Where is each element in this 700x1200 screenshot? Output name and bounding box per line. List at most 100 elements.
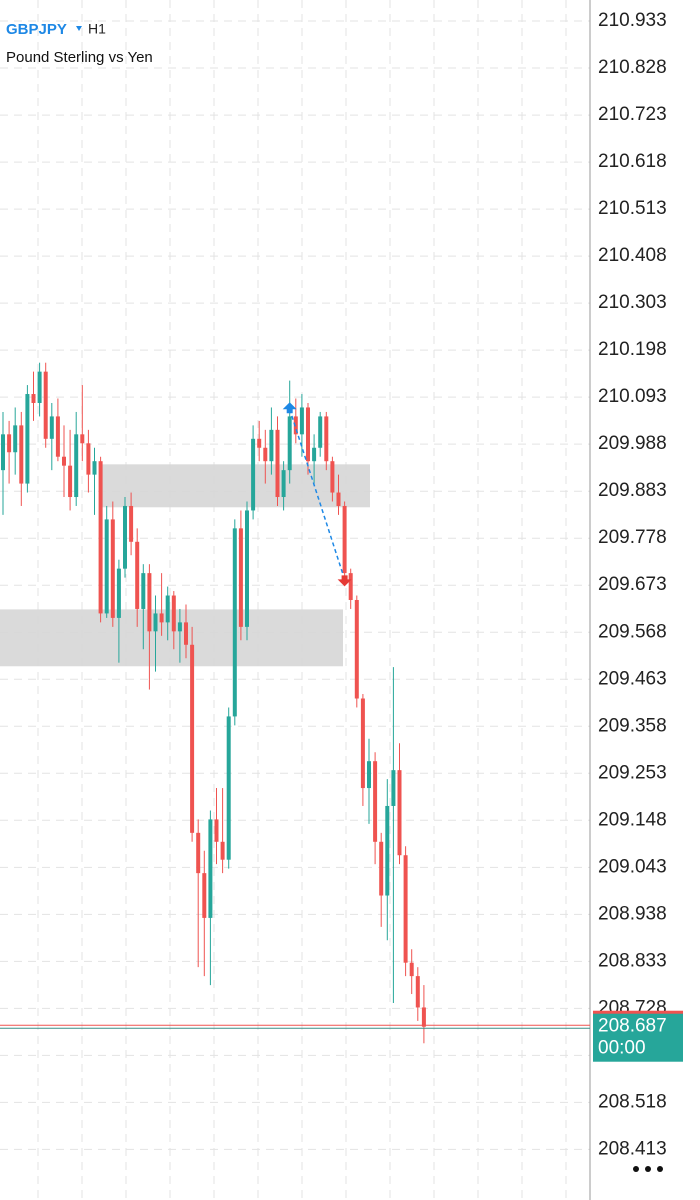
trade-line (288, 409, 346, 580)
y-tick-label: 210.618 (598, 151, 667, 172)
candle-body (80, 434, 85, 444)
candle-body (391, 770, 396, 806)
y-tick-label: 210.198 (598, 339, 667, 360)
dropdown-icon[interactable] (76, 26, 82, 31)
candle-body (409, 962, 414, 977)
candle-body (348, 573, 353, 600)
price-axis: 210.933 210.828 210.723 210.618 210.513 210.4… (598, 10, 667, 1159)
y-tick-label: 210.723 (598, 104, 667, 125)
price-label-top (593, 1010, 683, 1014)
candle-body (165, 595, 170, 623)
candle-body (153, 613, 158, 632)
y-tick-label: 208.518 (598, 1091, 667, 1112)
candle-body (251, 438, 256, 511)
y-tick-label: 209.463 (598, 668, 667, 689)
y-tick-label: 210.933 (598, 10, 667, 31)
y-tick-label: 209.358 (598, 715, 667, 736)
candle-body (318, 416, 323, 448)
candle-body (31, 394, 36, 403)
y-tick-label: 209.673 (598, 574, 667, 595)
y-tick-label: 210.513 (598, 198, 667, 219)
y-tick-label: 209.253 (598, 762, 667, 783)
exit-marker (337, 575, 352, 587)
candle-body (116, 568, 121, 618)
candle-body (232, 528, 237, 717)
grid (0, 0, 590, 1200)
more-menu[interactable] (633, 1166, 663, 1172)
dot (633, 1166, 639, 1172)
candle-body (312, 447, 317, 462)
candle-body (415, 976, 420, 1008)
zone (102, 464, 370, 508)
candles (1, 362, 426, 1044)
candle-body (354, 600, 359, 699)
candle-body (159, 613, 164, 623)
candle-body (367, 761, 371, 789)
candle-body (281, 470, 286, 498)
candle-body (1, 434, 5, 471)
y-tick-label: 209.988 (598, 433, 667, 454)
candle-body (226, 716, 231, 860)
candle-body (62, 456, 66, 466)
candle-body (360, 698, 365, 789)
candle-body (92, 461, 97, 475)
candle-body (37, 371, 42, 403)
y-tick-label: 209.778 (598, 527, 667, 548)
candle-body (397, 770, 402, 856)
y-tick-label: 210.828 (598, 57, 667, 78)
candle-body (129, 505, 134, 542)
candle-body (336, 492, 341, 506)
candle-body (214, 819, 219, 842)
y-tick-label: 208.938 (598, 903, 667, 924)
candle-body (177, 622, 182, 632)
subtitle: Pound Sterling vs Yen (6, 49, 153, 66)
candle-body (123, 505, 127, 569)
candle-body (257, 438, 262, 448)
candle-body (403, 855, 408, 963)
candle-body (13, 425, 18, 453)
zone (0, 609, 343, 667)
price-label: 208.687 (598, 1016, 667, 1037)
candle-body (269, 429, 274, 462)
symbol: GBPJPY (6, 21, 67, 38)
candle-body (202, 873, 207, 918)
candle-body (245, 510, 249, 627)
candle-body (43, 371, 48, 439)
zones (0, 464, 370, 667)
candle-body (385, 805, 390, 896)
candle-body (324, 416, 329, 462)
candle-body (238, 528, 243, 627)
candle-body (208, 819, 213, 918)
candle-body (196, 832, 201, 874)
candle-body (421, 1007, 426, 1027)
y-tick-label: 209.148 (598, 809, 667, 830)
candle-body (19, 425, 24, 484)
candle-body (110, 519, 115, 618)
price-label-bg (593, 1012, 683, 1062)
dot (645, 1166, 651, 1172)
candle-body (306, 407, 310, 462)
candle-body (86, 443, 91, 475)
candle-body (104, 519, 109, 614)
candle-body (68, 465, 73, 498)
y-tick-label: 208.833 (598, 950, 667, 971)
timeframe[interactable]: H1 (88, 21, 106, 37)
candle-body (74, 434, 79, 498)
candle-body (49, 416, 54, 439)
candle-body (379, 841, 384, 896)
candle-body (263, 447, 268, 462)
candle-body (141, 573, 146, 609)
candle-body (287, 416, 292, 471)
candle-body (98, 461, 103, 614)
candle-body (184, 622, 188, 645)
candle-body (342, 505, 347, 574)
candle-body (373, 761, 378, 842)
dot (657, 1166, 663, 1172)
candle-body (171, 595, 176, 632)
candle-body (293, 416, 298, 435)
y-tick-label: 210.093 (598, 386, 667, 407)
y-tick-label: 209.568 (598, 621, 667, 642)
y-tick-label: 210.408 (598, 245, 667, 266)
y-tick-label: 209.883 (598, 480, 667, 501)
